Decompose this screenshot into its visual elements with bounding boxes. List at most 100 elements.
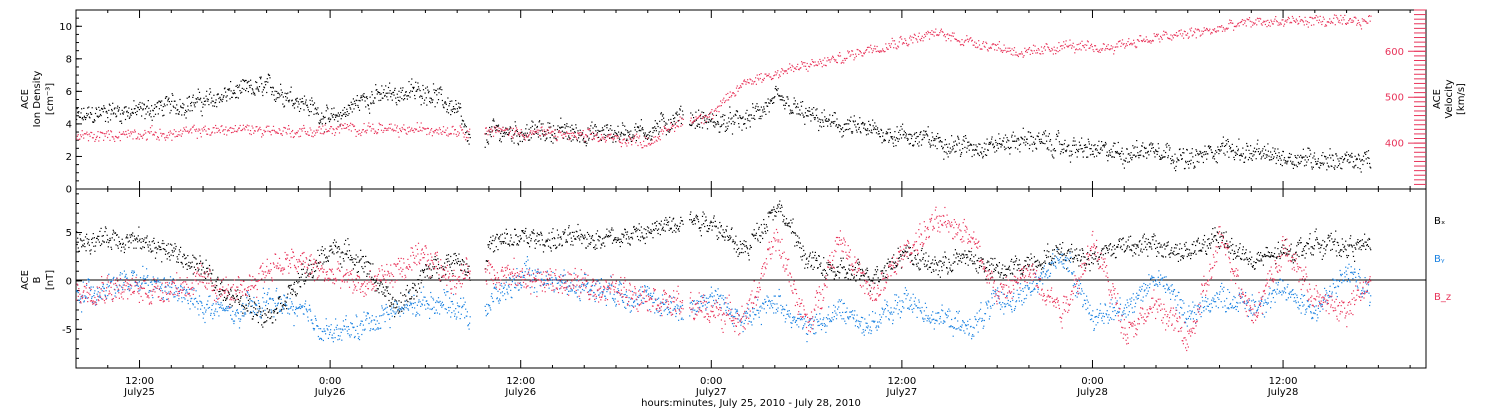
density-series-point (1068, 155, 1070, 157)
density-series-point (409, 96, 411, 98)
density-series-point (1106, 151, 1108, 153)
density-series-point (1117, 152, 1119, 154)
density-series-point (464, 123, 466, 125)
velocity-series-point (670, 127, 672, 129)
density-series-point (1094, 149, 1097, 151)
density-series-point (297, 101, 299, 103)
bx-series-point (94, 245, 97, 247)
velocity-series-point (1121, 39, 1124, 41)
density-series-point (1330, 157, 1332, 159)
density-series-point (604, 137, 606, 139)
bx-series-point (79, 238, 82, 240)
density-series-point (139, 101, 141, 104)
velocity-series-point (951, 35, 953, 37)
density-series-point (1346, 160, 1348, 162)
density-series-point (278, 97, 280, 99)
density-series-point (1077, 151, 1079, 153)
density-series-point (1224, 154, 1226, 156)
bfield-tick-label: 5 (66, 228, 72, 239)
density-series-point (1012, 140, 1014, 142)
bx-series-point (161, 242, 163, 245)
velocity-series-point (1028, 48, 1030, 50)
density-series-point (1266, 156, 1268, 158)
velocity-series-point (851, 50, 854, 52)
density-series-point (505, 127, 507, 129)
bx-series-point (250, 305, 252, 307)
velocity-series-point (295, 133, 297, 135)
density-series-point (450, 109, 452, 111)
density-series-point (815, 109, 817, 111)
velocity-series-point (243, 127, 245, 129)
velocity-series-point (343, 127, 345, 129)
density-series-point (992, 144, 994, 146)
density-series-point (775, 88, 778, 91)
bx-series-point (130, 242, 132, 244)
density-series-point (1362, 155, 1365, 157)
density-series-point (1040, 138, 1042, 140)
bx-series-point (386, 290, 388, 292)
bx-series-point (203, 271, 206, 273)
density-series-point (1001, 144, 1003, 146)
density-series-point (1125, 157, 1127, 159)
density-series-point (566, 138, 568, 140)
velocity-series-point (416, 122, 418, 124)
density-series-point (505, 132, 507, 134)
density-series-point (828, 118, 830, 120)
velocity-series-point (440, 132, 442, 134)
density-series-point (1281, 165, 1283, 167)
velocity-series-point (1003, 44, 1005, 46)
velocity-series-point (1243, 19, 1245, 21)
density-series-point (363, 93, 365, 95)
density-series-point (1275, 152, 1277, 154)
bx-series-point (135, 247, 137, 249)
density-series-point (768, 111, 770, 113)
density-series-point (1221, 143, 1223, 145)
density-series-point (223, 88, 226, 90)
density-series-point (619, 133, 621, 135)
bx-series-point (208, 264, 211, 267)
density-series-point (1142, 155, 1144, 157)
density-series-point (583, 137, 585, 140)
density-series-point (972, 149, 974, 151)
velocity-series-point (573, 135, 576, 137)
density-series-point (445, 102, 447, 104)
density-series-point (138, 103, 140, 105)
bx-series-point (181, 261, 183, 264)
bx-series-point (223, 289, 225, 292)
density-series-point (564, 127, 566, 129)
density-series-point (983, 142, 985, 144)
density-series-point (1355, 159, 1357, 161)
density-series-point (104, 120, 107, 122)
bx-series-point (406, 299, 408, 301)
density-series-point (944, 139, 946, 141)
velocity-series-point (1055, 50, 1058, 52)
velocity-series-point (280, 133, 282, 135)
velocity-series-point (878, 51, 881, 53)
density-series-point (340, 118, 342, 120)
velocity-series-point (820, 60, 822, 63)
bx-series-point (315, 270, 317, 272)
density-series-point (1152, 143, 1154, 145)
velocity-series-point (153, 134, 155, 136)
density-series-point (1238, 138, 1240, 140)
density-series-point (319, 119, 321, 122)
bx-series-point (201, 269, 203, 271)
density-series-point (1350, 154, 1352, 156)
density-series-point (1256, 148, 1258, 150)
density-series-point (361, 99, 363, 101)
density-series-point (1228, 156, 1230, 158)
velocity-series-point (1190, 30, 1192, 32)
velocity-series-point (1314, 17, 1316, 19)
density-series-point (910, 137, 913, 140)
density-series-point (452, 106, 455, 108)
density-series-point (334, 114, 336, 116)
velocity-series-point (368, 122, 370, 124)
density-series-point (843, 130, 845, 133)
density-series-point (952, 146, 954, 148)
velocity-series-point (750, 79, 752, 81)
density-series-point (386, 96, 388, 98)
velocity-series-point (740, 86, 742, 88)
density-series-point (705, 114, 707, 116)
density-series-point (681, 110, 684, 112)
velocity-series-point (434, 130, 437, 132)
